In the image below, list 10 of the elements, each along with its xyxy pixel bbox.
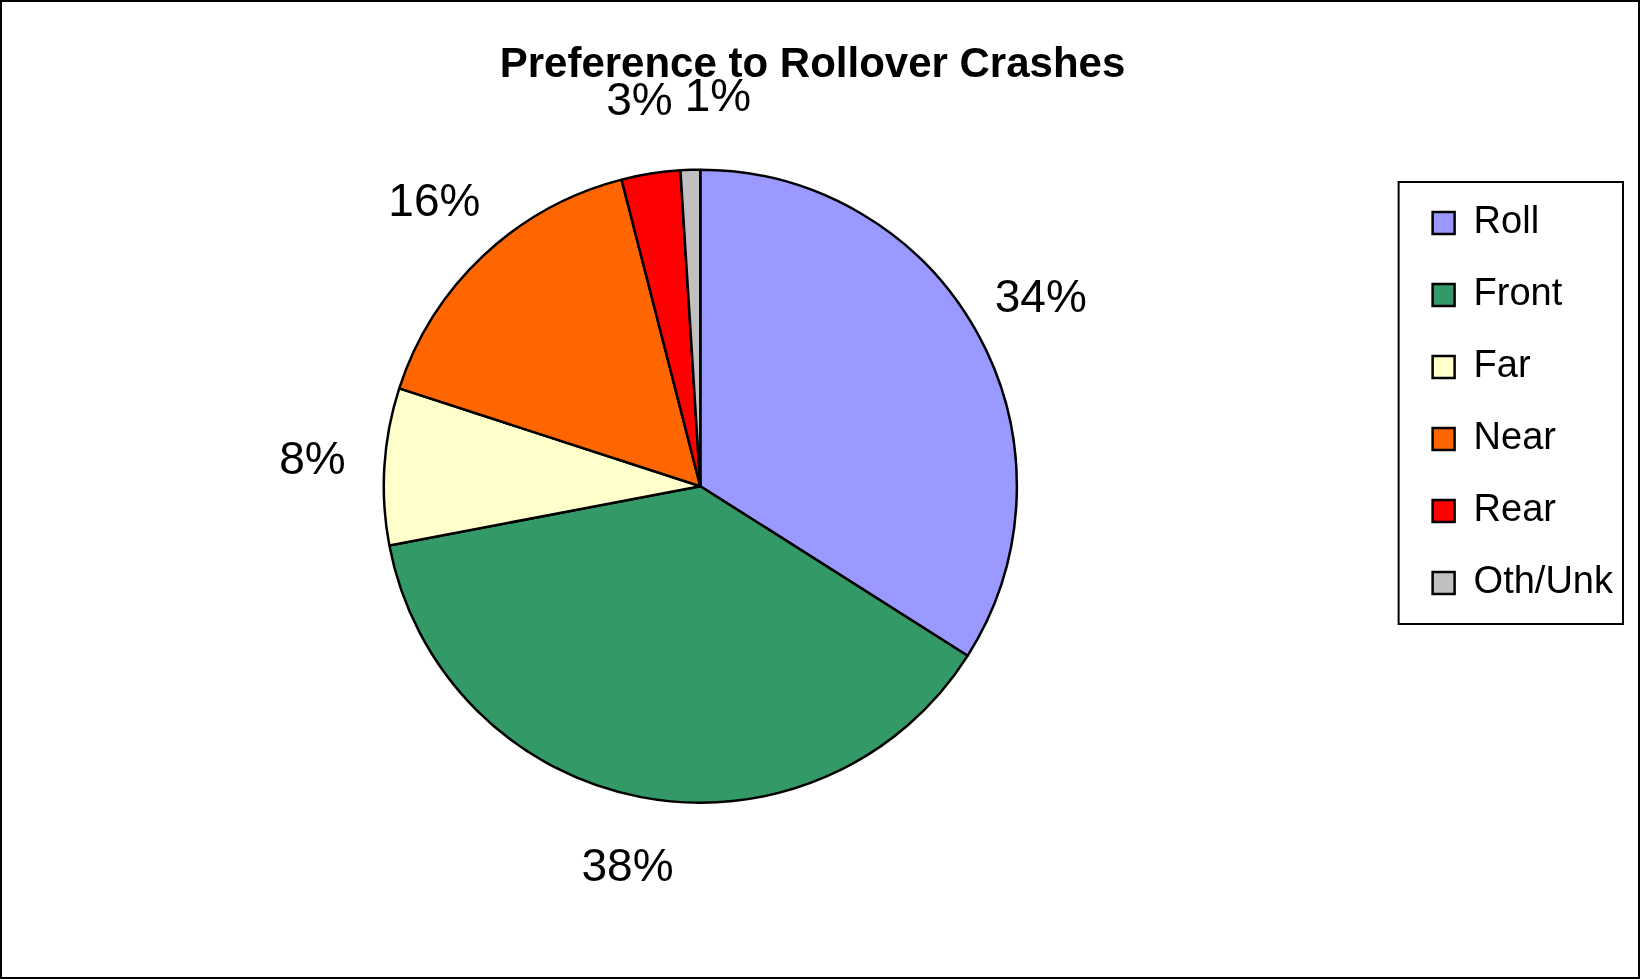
legend-label: Oth/Unk — [1473, 559, 1614, 602]
data-label: 16% — [388, 173, 481, 226]
legend-label: Far — [1473, 343, 1531, 386]
data-label: 38% — [581, 838, 674, 891]
legend-label: Rear — [1473, 487, 1557, 530]
legend-label: Near — [1473, 415, 1557, 458]
legend-label: Front — [1473, 271, 1563, 314]
data-label: 34% — [994, 269, 1087, 322]
data-label: 8% — [279, 432, 346, 485]
legend-label: Roll — [1473, 199, 1540, 242]
